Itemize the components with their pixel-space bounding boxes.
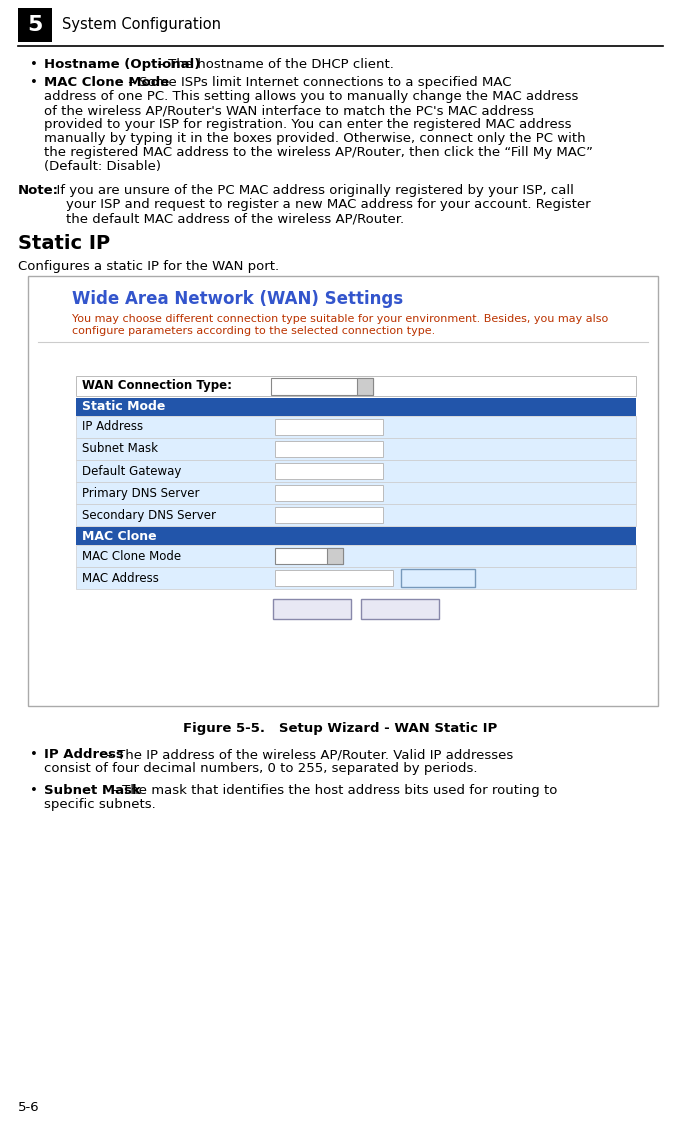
Text: – The IP address of the wireless AP/Router. Valid IP addresses: – The IP address of the wireless AP/Rout… [101,748,513,761]
Bar [327,548,343,564]
Text: manually by typing it in the boxes provided. Otherwise, connect only the PC with: manually by typing it in the boxes provi… [44,132,586,146]
Bar [76,460,636,482]
Text: Cancel: Cancel [379,602,422,616]
Text: •: • [30,58,38,71]
Bar [271,378,373,395]
Text: If you are unsure of the PC MAC address originally registered by your ISP, call: If you are unsure of the PC MAC address … [48,184,573,197]
Bar [275,548,343,564]
Bar [275,570,393,587]
Bar [275,506,383,523]
Text: configure parameters according to the selected connection type.: configure parameters according to the se… [72,326,435,336]
Bar [76,438,636,460]
Text: STATIC (Fixed IP): STATIC (Fixed IP) [276,381,368,391]
Bar [76,416,636,438]
Text: Apply: Apply [294,602,330,616]
Bar [76,482,636,504]
Text: your ISP and request to register a new MAC address for your account. Register: your ISP and request to register a new M… [66,199,590,211]
Text: provided to your ISP for registration. You can enter the registered MAC address: provided to your ISP for registration. Y… [44,118,571,131]
Text: Enable: Enable [280,550,318,561]
Text: System Configuration: System Configuration [62,18,221,33]
Text: Primary DNS Server: Primary DNS Server [82,486,200,500]
Text: ▼: ▼ [361,381,368,391]
Text: ▼: ▼ [331,550,338,561]
Text: MAC Address: MAC Address [82,572,159,584]
Bar [76,398,636,416]
Text: •: • [30,76,38,89]
Text: Note:: Note: [18,184,59,197]
Text: of the wireless AP/Router's WAN interface to match the PC's MAC address: of the wireless AP/Router's WAN interfac… [44,104,534,117]
Bar [76,567,636,589]
Text: Hostname (Optional): Hostname (Optional) [44,58,200,71]
Text: Static Mode: Static Mode [82,400,165,414]
Text: – The hostname of the DHCP client.: – The hostname of the DHCP client. [153,58,394,71]
Bar [76,545,636,567]
Text: consist of four decimal numbers, 0 to 255, separated by periods.: consist of four decimal numbers, 0 to 25… [44,763,477,775]
Bar [275,418,383,435]
Text: You may choose different connection type suitable for your environment. Besides,: You may choose different connection type… [72,314,608,324]
Text: 5-6: 5-6 [18,1101,39,1114]
Text: MAC Clone Mode: MAC Clone Mode [44,76,170,89]
Text: Subnet Mask: Subnet Mask [44,784,141,797]
Text: MAC Clone: MAC Clone [82,529,157,543]
Bar [361,599,439,619]
Bar [18,8,52,42]
Bar [76,527,636,545]
Text: specific subnets.: specific subnets. [44,797,156,811]
Text: WAN Connection Type:: WAN Connection Type: [82,379,232,393]
Text: Secondary DNS Server: Secondary DNS Server [82,509,216,521]
Bar [401,569,475,587]
Text: Subnet Mask: Subnet Mask [82,442,158,456]
Text: the registered MAC address to the wireless AP/Router, then click the “Fill My MA: the registered MAC address to the wirele… [44,146,593,159]
Text: (Default: Disable): (Default: Disable) [44,160,161,173]
Text: Configures a static IP for the WAN port.: Configures a static IP for the WAN port. [18,259,279,273]
Text: Default Gateway: Default Gateway [82,465,181,477]
Text: IP Address: IP Address [44,748,124,761]
Text: Figure 5-5.   Setup Wizard - WAN Static IP: Figure 5-5. Setup Wizard - WAN Static IP [183,722,498,735]
Text: MAC Clone Mode: MAC Clone Mode [82,549,181,563]
Bar [275,485,383,501]
Bar [28,276,658,706]
Text: Static IP: Static IP [18,233,110,253]
Bar [275,441,383,457]
Text: – Some ISPs limit Internet connections to a specified MAC: – Some ISPs limit Internet connections t… [125,76,512,89]
Text: Wide Area Network (WAN) Settings: Wide Area Network (WAN) Settings [72,290,403,308]
Text: IP Address: IP Address [82,421,143,433]
Text: Fill My MAC: Fill My MAC [407,573,469,583]
Text: – The mask that identifies the host address bits used for routing to: – The mask that identifies the host addr… [107,784,558,797]
Bar [273,599,351,619]
Text: 5: 5 [27,15,43,35]
Text: address of one PC. This setting allows you to manually change the MAC address: address of one PC. This setting allows y… [44,90,578,103]
Bar [76,504,636,526]
Text: •: • [30,784,38,797]
Bar [357,378,373,395]
Text: the default MAC address of the wireless AP/Router.: the default MAC address of the wireless … [66,212,404,224]
Bar [275,462,383,479]
Bar [76,376,636,396]
Text: •: • [30,748,38,761]
